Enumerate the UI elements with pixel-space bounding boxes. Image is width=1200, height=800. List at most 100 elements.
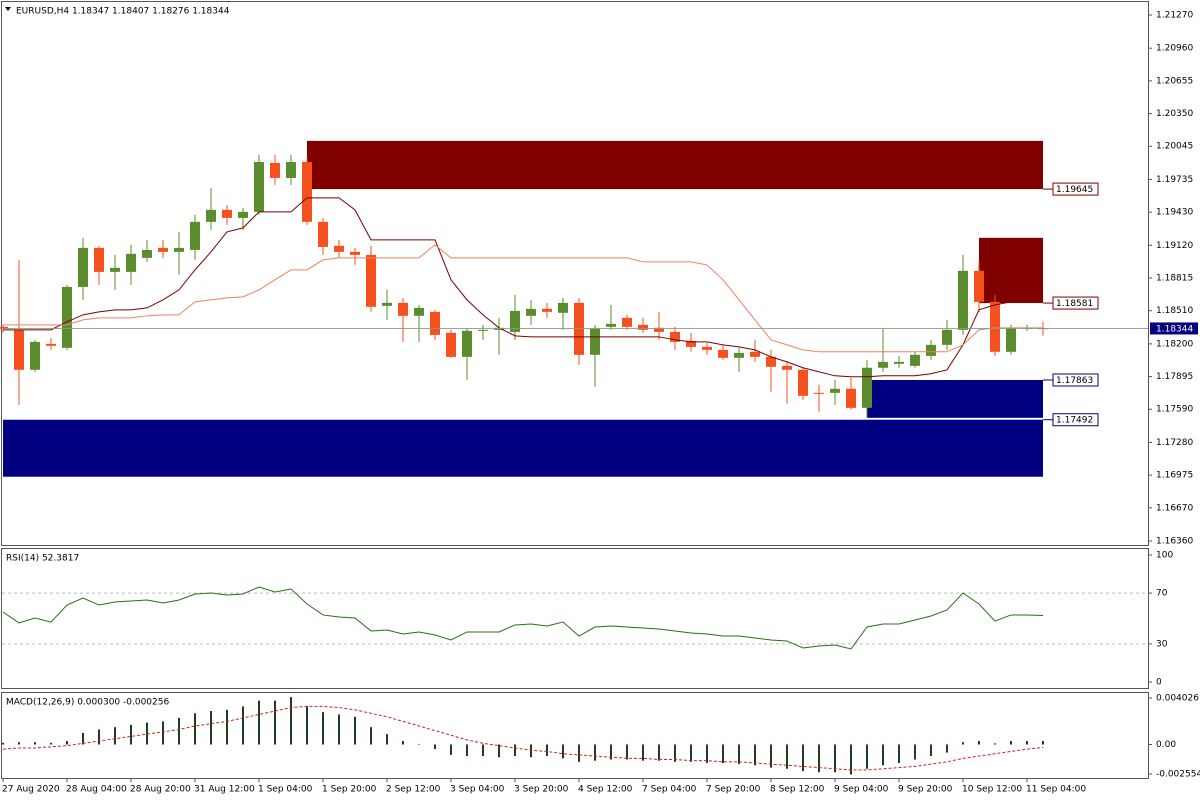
y-tick-label: 1.20350 bbox=[1156, 109, 1193, 119]
candle-body bbox=[1006, 327, 1016, 352]
candle-body bbox=[942, 329, 952, 345]
y-tick-label: 1.20655 bbox=[1156, 76, 1193, 86]
panel-title: MACD(12,26,9) 0.000300 -0.000256 bbox=[6, 698, 169, 708]
candle-body bbox=[206, 209, 216, 222]
candle-body bbox=[30, 341, 40, 370]
candle-body bbox=[446, 332, 456, 357]
histogram-bar bbox=[514, 744, 516, 757]
histogram-bar bbox=[34, 742, 36, 745]
panel-frame bbox=[1, 692, 1149, 779]
x-tick-label: 31 Aug 12:00 bbox=[194, 785, 255, 795]
candle-body bbox=[350, 251, 360, 255]
histogram-bar bbox=[1042, 741, 1044, 745]
candle-body bbox=[478, 329, 488, 331]
candle-body bbox=[142, 249, 152, 258]
candle-body bbox=[798, 369, 808, 396]
histogram-bar bbox=[226, 709, 228, 745]
histogram-bar bbox=[418, 743, 420, 745]
candle-body bbox=[638, 324, 648, 330]
candle-body bbox=[174, 247, 184, 252]
y-tick-label: 1.18200 bbox=[1156, 339, 1193, 349]
y-tick-label: 1.18815 bbox=[1156, 274, 1193, 284]
y-tick-label: 1.19735 bbox=[1156, 175, 1193, 185]
candle-body bbox=[318, 221, 328, 247]
zone-level-box bbox=[1052, 182, 1099, 196]
histogram-bar bbox=[274, 700, 276, 745]
candle-body bbox=[622, 317, 632, 327]
x-tick-label: 7 Sep 04:00 bbox=[642, 785, 697, 795]
y-tick-label: -0.002554 bbox=[1156, 770, 1200, 780]
candle-body bbox=[382, 302, 392, 306]
histogram-bar bbox=[530, 744, 532, 758]
histogram-bar bbox=[562, 744, 564, 759]
candle-body bbox=[686, 340, 696, 347]
candle-body bbox=[62, 286, 72, 348]
panel-frame bbox=[1, 548, 1149, 689]
candle-body bbox=[718, 349, 728, 358]
candle-body bbox=[366, 254, 376, 307]
candle-body bbox=[414, 307, 424, 316]
candle-body bbox=[334, 245, 344, 252]
y-tick-label: 70 bbox=[1156, 589, 1168, 599]
x-tick-label: 9 Sep 20:00 bbox=[898, 785, 953, 795]
zone-level-label: 1.18581 bbox=[1056, 299, 1093, 309]
histogram-bar bbox=[754, 744, 756, 766]
candle-body bbox=[702, 346, 712, 350]
zone-level-label: 1.19645 bbox=[1056, 185, 1093, 195]
candle-body bbox=[590, 328, 600, 355]
histogram-bar bbox=[82, 732, 84, 745]
candle-body bbox=[254, 161, 264, 212]
y-tick-label: 1.17590 bbox=[1156, 405, 1193, 415]
histogram-bar bbox=[338, 714, 340, 745]
histogram-bar bbox=[994, 743, 996, 745]
candle-body bbox=[238, 211, 248, 218]
candle-body bbox=[878, 361, 888, 368]
x-tick-label: 27 Aug 2020 bbox=[2, 785, 60, 795]
candle-body bbox=[958, 270, 968, 330]
histogram-bar bbox=[66, 741, 68, 745]
histogram-bar bbox=[50, 742, 52, 745]
candle-body bbox=[750, 351, 760, 357]
candle-body bbox=[526, 308, 536, 316]
zone-level-label: 1.17863 bbox=[1056, 376, 1093, 386]
histogram-bar bbox=[178, 717, 180, 745]
histogram-bar bbox=[2, 742, 4, 745]
x-tick-label: 28 Aug 20:00 bbox=[130, 785, 191, 795]
candle-body bbox=[398, 302, 408, 316]
histogram-bar bbox=[834, 744, 836, 773]
histogram-bar bbox=[482, 744, 484, 757]
candle-body bbox=[0, 326, 8, 329]
y-tick-label: 0 bbox=[1156, 678, 1162, 688]
x-tick-label: 9 Sep 04:00 bbox=[834, 785, 889, 795]
y-tick-label: 1.17280 bbox=[1156, 438, 1193, 448]
indicator-line bbox=[3, 197, 1043, 378]
histogram-bar bbox=[850, 744, 852, 775]
histogram-bar bbox=[210, 711, 212, 745]
histogram-bar bbox=[146, 722, 148, 745]
zone-level-label: 1.17492 bbox=[1056, 416, 1093, 426]
candle-body bbox=[846, 388, 856, 408]
zone-level-box bbox=[1052, 373, 1099, 387]
x-tick-label: 11 Sep 04:00 bbox=[1026, 785, 1086, 795]
histogram-bar bbox=[434, 744, 436, 750]
y-tick-label: 1.19430 bbox=[1156, 208, 1193, 218]
symbol-menu-arrow bbox=[5, 7, 11, 11]
x-tick-label: 4 Sep 12:00 bbox=[578, 785, 633, 795]
current-price-box bbox=[1150, 322, 1198, 335]
histogram-bar bbox=[354, 716, 356, 745]
histogram-bar bbox=[578, 744, 580, 762]
histogram-bar bbox=[498, 744, 500, 758]
y-tick-label: 30 bbox=[1156, 639, 1168, 649]
histogram-bar bbox=[770, 744, 772, 768]
candle-body bbox=[670, 331, 680, 342]
histogram-bar bbox=[290, 697, 292, 745]
x-tick-label: 1 Sep 04:00 bbox=[258, 785, 313, 795]
histogram-bar bbox=[690, 744, 692, 762]
indicator-line bbox=[2, 586, 1044, 650]
candle-body bbox=[302, 161, 312, 222]
panel-title: RSI(14) 52.3817 bbox=[6, 554, 79, 564]
histogram-bar bbox=[242, 706, 244, 745]
candle-body bbox=[14, 329, 24, 370]
candle-body bbox=[542, 308, 552, 312]
